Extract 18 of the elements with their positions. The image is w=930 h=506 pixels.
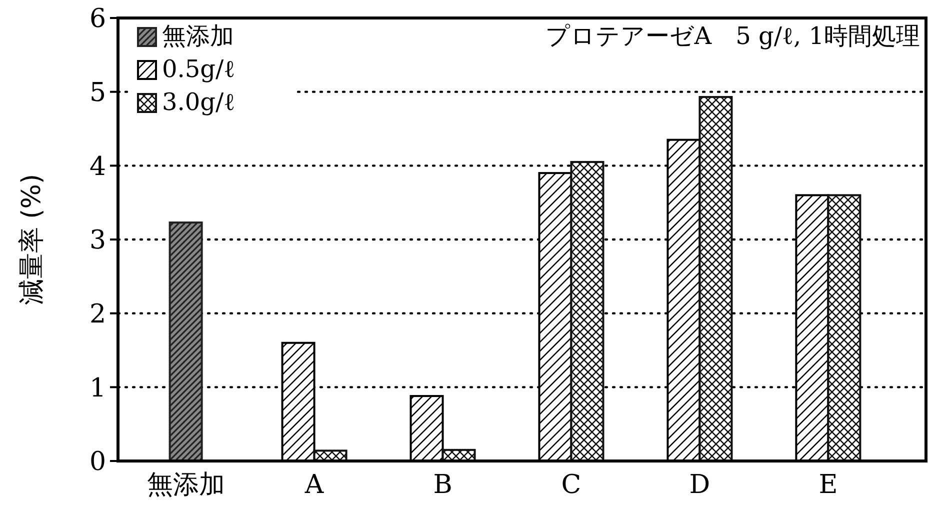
x-tick-label: 無添加 — [146, 470, 225, 500]
legend-label: 無添加 — [162, 22, 234, 50]
x-tick-label: C — [561, 470, 582, 500]
legend-label: 3.0g/ℓ — [162, 88, 236, 116]
annotation: プロテアーゼA 5 g/ℓ, 1時間処理 — [545, 22, 920, 50]
y-tick-label: 2 — [89, 299, 106, 330]
x-tick-label: D — [689, 470, 710, 500]
legend-label: 0.5g/ℓ — [162, 55, 236, 83]
y-tick-label: 1 — [89, 373, 106, 404]
y-axis-title: 減量率 (%) — [17, 174, 47, 306]
y-tick-label: 4 — [89, 152, 106, 182]
x-tick-label: B — [433, 470, 452, 500]
y-tick-label: 3 — [89, 226, 106, 256]
x-tick-label: E — [818, 470, 838, 500]
y-tick-label: 0 — [89, 447, 106, 478]
x-tick-label: A — [304, 470, 325, 500]
y-tick-label: 6 — [89, 4, 106, 34]
y-tick-label: 5 — [89, 78, 106, 108]
